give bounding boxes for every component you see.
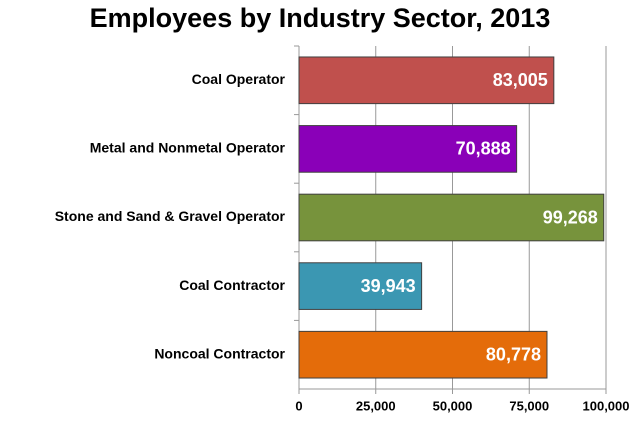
x-tick-label: 75,000 (509, 398, 549, 413)
y-tick-label: Metal and Nonmetal Operator (90, 140, 286, 156)
y-tick-label: Stone and Sand & Gravel Operator (55, 208, 286, 224)
x-tick-label: 0 (295, 398, 302, 413)
x-tick-label: 25,000 (356, 398, 396, 413)
bar (298, 56, 555, 105)
y-tick-label: Coal Operator (192, 71, 286, 87)
y-tick-label: Coal Contractor (179, 277, 285, 293)
x-tick-label: 50,000 (433, 398, 473, 413)
x-tick-label: 100,000 (583, 398, 630, 413)
bar (298, 330, 548, 379)
value-label: 99,268 (543, 207, 598, 227)
bar (298, 262, 423, 310)
value-label: 70,888 (456, 139, 511, 159)
value-label: 83,005 (493, 70, 548, 90)
y-tick-label: Noncoal Contractor (154, 345, 285, 361)
value-label: 80,778 (486, 344, 541, 364)
chart-title: Employees by Industry Sector, 2013 (90, 3, 551, 33)
bar (298, 193, 605, 242)
bar (298, 125, 518, 173)
value-label: 39,943 (361, 276, 416, 296)
